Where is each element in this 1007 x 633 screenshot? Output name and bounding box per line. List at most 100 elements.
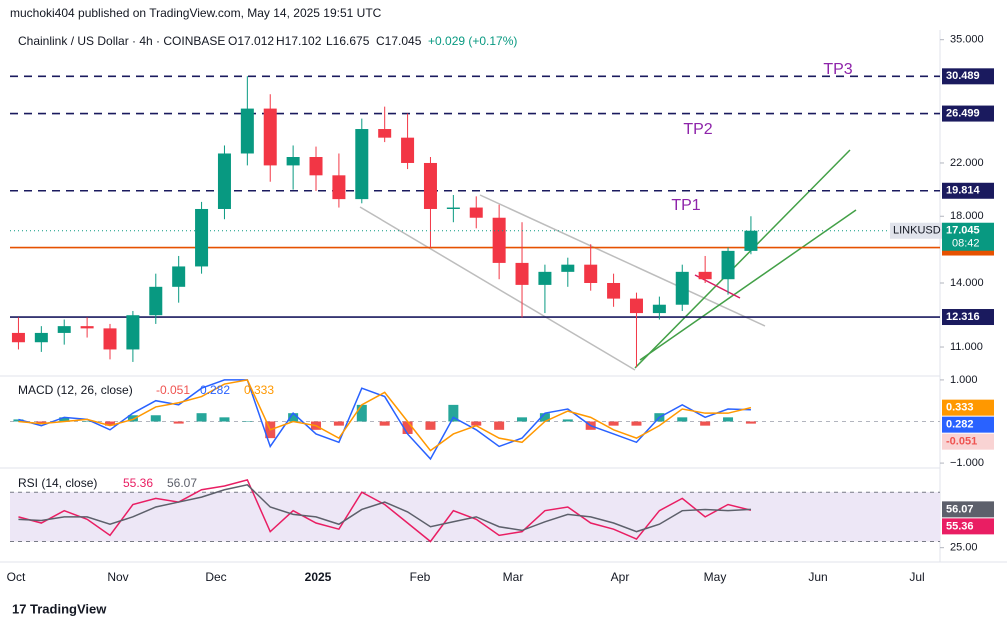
price-label: 56.07 <box>946 503 974 515</box>
candle-body <box>240 108 254 154</box>
last-price: 17.045 <box>946 225 980 237</box>
symbol-title: Chainlink / US Dollar · 4h · COINBASE <box>18 34 225 48</box>
candle-body <box>607 282 621 299</box>
target-label: TP3 <box>823 61 852 78</box>
candle-body <box>675 271 689 305</box>
channel-line <box>634 149 851 369</box>
x-tick-label: May <box>704 570 727 584</box>
candle-body <box>263 108 277 166</box>
candle-body <box>744 230 758 251</box>
histogram-bar <box>219 417 230 422</box>
indicator-title: MACD (12, 26, close) <box>18 383 133 397</box>
histogram-bar <box>700 421 711 426</box>
histogram-bar <box>631 421 642 426</box>
histogram-bar <box>288 413 299 422</box>
price-label-box <box>942 182 994 199</box>
brand: TradingView <box>30 601 107 616</box>
candle-body <box>149 286 163 316</box>
candle-body <box>355 129 369 200</box>
ohlc-high: H17.102 <box>276 34 322 48</box>
x-tick-label: Dec <box>205 570 226 584</box>
legend-value: 0.333 <box>244 383 274 397</box>
indicator-line <box>18 478 752 543</box>
price-label-box <box>942 518 994 535</box>
histogram-bar <box>333 421 344 426</box>
candle-body <box>629 298 643 314</box>
candle-body <box>721 250 735 280</box>
candle-body <box>172 266 186 287</box>
legend-value: 56.07 <box>167 476 197 490</box>
price-label: 12.316 <box>946 311 980 323</box>
candle-body <box>446 207 460 209</box>
histogram-bar <box>448 404 459 422</box>
ohlc-open: O17.012 <box>228 34 274 48</box>
ohlc-close: C17.045 <box>376 34 422 48</box>
legend-value: -0.051 <box>156 383 190 397</box>
y-tick-label: 11.000 <box>950 341 983 353</box>
last-price-box <box>942 222 994 251</box>
histogram-bar <box>356 404 367 422</box>
x-tick-label: Mar <box>503 570 524 584</box>
histogram-bar <box>677 417 688 422</box>
candle-body <box>538 271 552 285</box>
y-tick-label: 35.000 <box>950 34 984 46</box>
x-tick-label: Oct <box>7 570 26 584</box>
candle-body <box>584 264 598 283</box>
histogram-bar <box>494 421 505 430</box>
indicator-line <box>18 483 751 533</box>
candle-body <box>11 332 25 343</box>
y-tick-label: 14.000 <box>950 277 984 289</box>
ohlc-change: +0.029 (+0.17%) <box>428 34 517 48</box>
histogram-bar <box>425 421 436 430</box>
y-tick-label: −1.000 <box>950 457 984 469</box>
x-tick-label: Jun <box>808 570 827 584</box>
histogram-bar <box>196 413 207 422</box>
drawings <box>359 149 857 371</box>
candle-body <box>698 271 712 280</box>
target-label: TP2 <box>683 121 712 138</box>
brand-logo: 17 <box>12 601 26 616</box>
histogram-bar <box>723 417 734 422</box>
price-label-box <box>942 433 994 450</box>
histogram-bar <box>517 417 528 422</box>
price-label-box <box>942 68 994 85</box>
candle-body <box>469 207 483 218</box>
countdown: 08:42 <box>952 238 980 250</box>
x-tick-label: Apr <box>611 570 630 584</box>
price-label-box <box>942 309 994 326</box>
histogram-bar <box>379 421 390 426</box>
histogram-bar <box>539 413 550 422</box>
candle-body <box>195 208 209 267</box>
candle-body <box>103 328 117 350</box>
histogram-bar <box>745 421 756 424</box>
candle-body <box>401 137 415 163</box>
histogram-bar <box>150 415 161 422</box>
histogram-bar <box>36 421 47 424</box>
x-tick-label: Feb <box>410 570 431 584</box>
symbol-box <box>890 222 942 239</box>
candle-body <box>515 262 529 285</box>
y-tick-label: 22.000 <box>950 157 984 169</box>
candle-body <box>126 315 140 350</box>
legend-value: 0.282 <box>200 383 230 397</box>
candle-body <box>34 332 48 343</box>
target-label: TP1 <box>671 197 700 214</box>
legend-value: 55.36 <box>123 476 153 490</box>
channel-line <box>479 194 766 327</box>
indicator-line <box>18 379 752 452</box>
symbol-label: LINKUSD <box>893 225 941 237</box>
histogram-bar <box>402 421 413 434</box>
candle-body <box>423 162 437 209</box>
x-tick-label: Jul <box>909 570 924 584</box>
candle-body <box>309 157 323 176</box>
y-tick-label: 1.000 <box>950 374 978 386</box>
candle-body <box>652 304 666 314</box>
price-label-box <box>942 399 994 416</box>
price-label-box <box>942 105 994 122</box>
histogram-bar <box>59 417 70 422</box>
indicator-title: RSI (14, close) <box>18 476 97 490</box>
histogram-bar <box>82 421 93 422</box>
x-tick-label: 2025 <box>305 570 332 584</box>
price-label: 0.333 <box>946 402 974 414</box>
